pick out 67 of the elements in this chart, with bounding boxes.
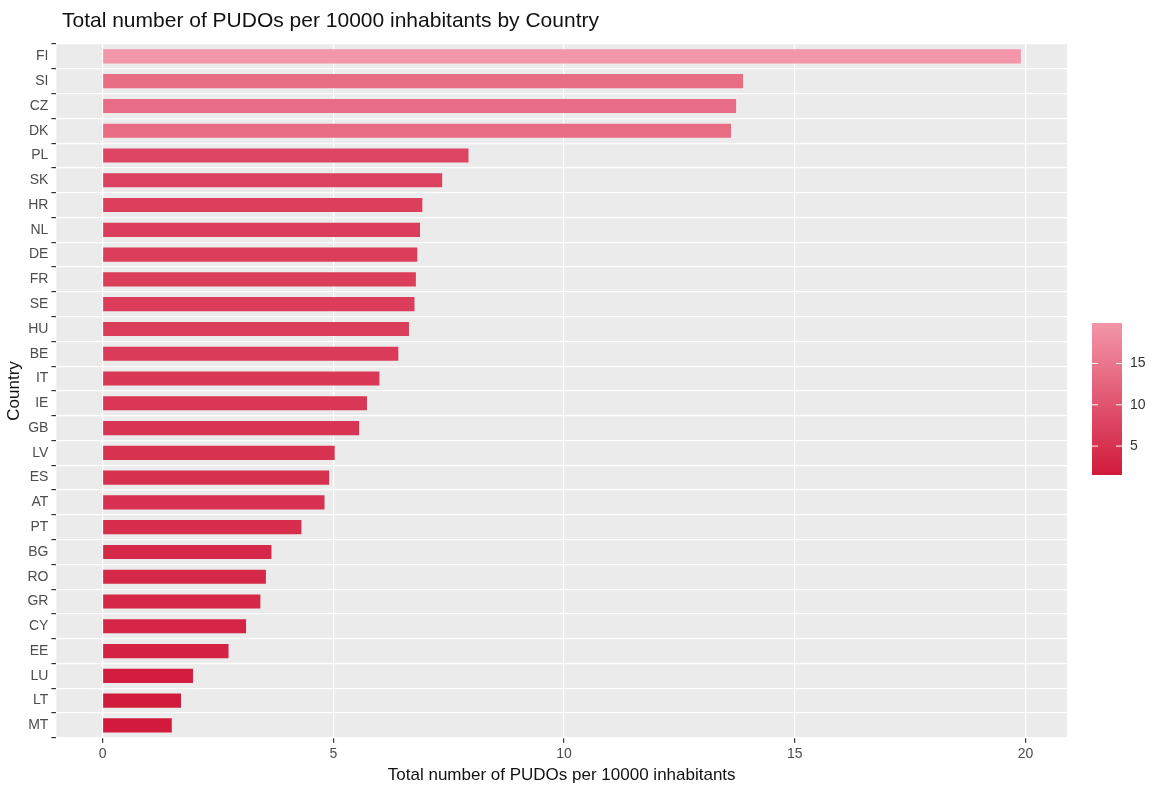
y-tick-label: LV [32,443,50,460]
y-tick-label: EE [29,641,49,658]
bar [103,346,399,361]
bar [103,148,469,163]
y-tick-label: RO [27,567,49,584]
bar [103,445,335,460]
bar [103,668,193,683]
y-tick-label: SE [29,295,49,312]
bar [103,520,302,535]
x-tick-label: 15 [786,745,803,762]
y-tick-label: IT [35,369,49,386]
bar [103,247,418,262]
y-tick-label: SK [29,171,50,188]
bar [103,297,415,312]
y-tick-label: HU [28,319,49,336]
bar [103,396,367,411]
color-bar-label: 10 [1130,395,1146,412]
y-tick-label: MT [28,716,49,733]
y-tick-label: IE [35,394,49,411]
y-tick-label: GR [27,592,49,609]
bar [103,173,443,188]
bar [103,74,744,89]
y-tick-label: AT [31,493,49,510]
bar [103,421,360,436]
y-tick-label: CZ [29,96,49,113]
bar [103,495,325,510]
bar [103,198,423,213]
color-bar-label: 5 [1130,436,1138,453]
bar [103,123,732,138]
y-tick-label: ES [29,468,49,485]
bar [103,569,266,584]
bar [103,544,272,560]
y-tick-label: BE [29,344,49,361]
bar [103,222,421,237]
bar [103,718,172,733]
y-tick-label: FI [35,47,49,64]
y-tick-label: LT [33,691,49,708]
bar [103,49,1021,64]
bar [103,594,261,609]
y-tick-label: DE [28,245,49,262]
y-tick-label: PT [30,518,49,535]
y-tick-label: CY [28,617,50,634]
x-tick-label: 5 [329,745,338,762]
x-tick-label: 10 [556,745,572,762]
bar [103,470,330,485]
y-tick-label: LU [30,666,49,683]
y-tick-label: NL [30,220,49,237]
bar [103,321,409,337]
bar [103,693,181,708]
y-axis-title: Country [3,360,23,421]
bar [103,272,416,287]
chart-title: Total number of PUDOs per 10000 inhabitants by Country [62,8,599,32]
x-axis-title: Total number of PUDOs per 10000 inhabitants [387,765,736,785]
x-tick-label: 20 [1017,745,1034,762]
bar [103,619,247,634]
bar [103,98,737,114]
y-tick-label: BG [28,542,49,559]
bar [103,644,229,659]
y-tick-label: DK [28,121,50,138]
y-tick-label: HR [28,195,49,212]
bar [103,371,380,386]
x-tick-label: 0 [98,745,107,762]
color-bar-label: 15 [1130,354,1146,371]
y-tick-label: FR [29,270,49,287]
y-tick-label: GB [28,418,49,435]
y-tick-label: SI [35,72,49,89]
y-tick-label: PL [31,146,49,163]
